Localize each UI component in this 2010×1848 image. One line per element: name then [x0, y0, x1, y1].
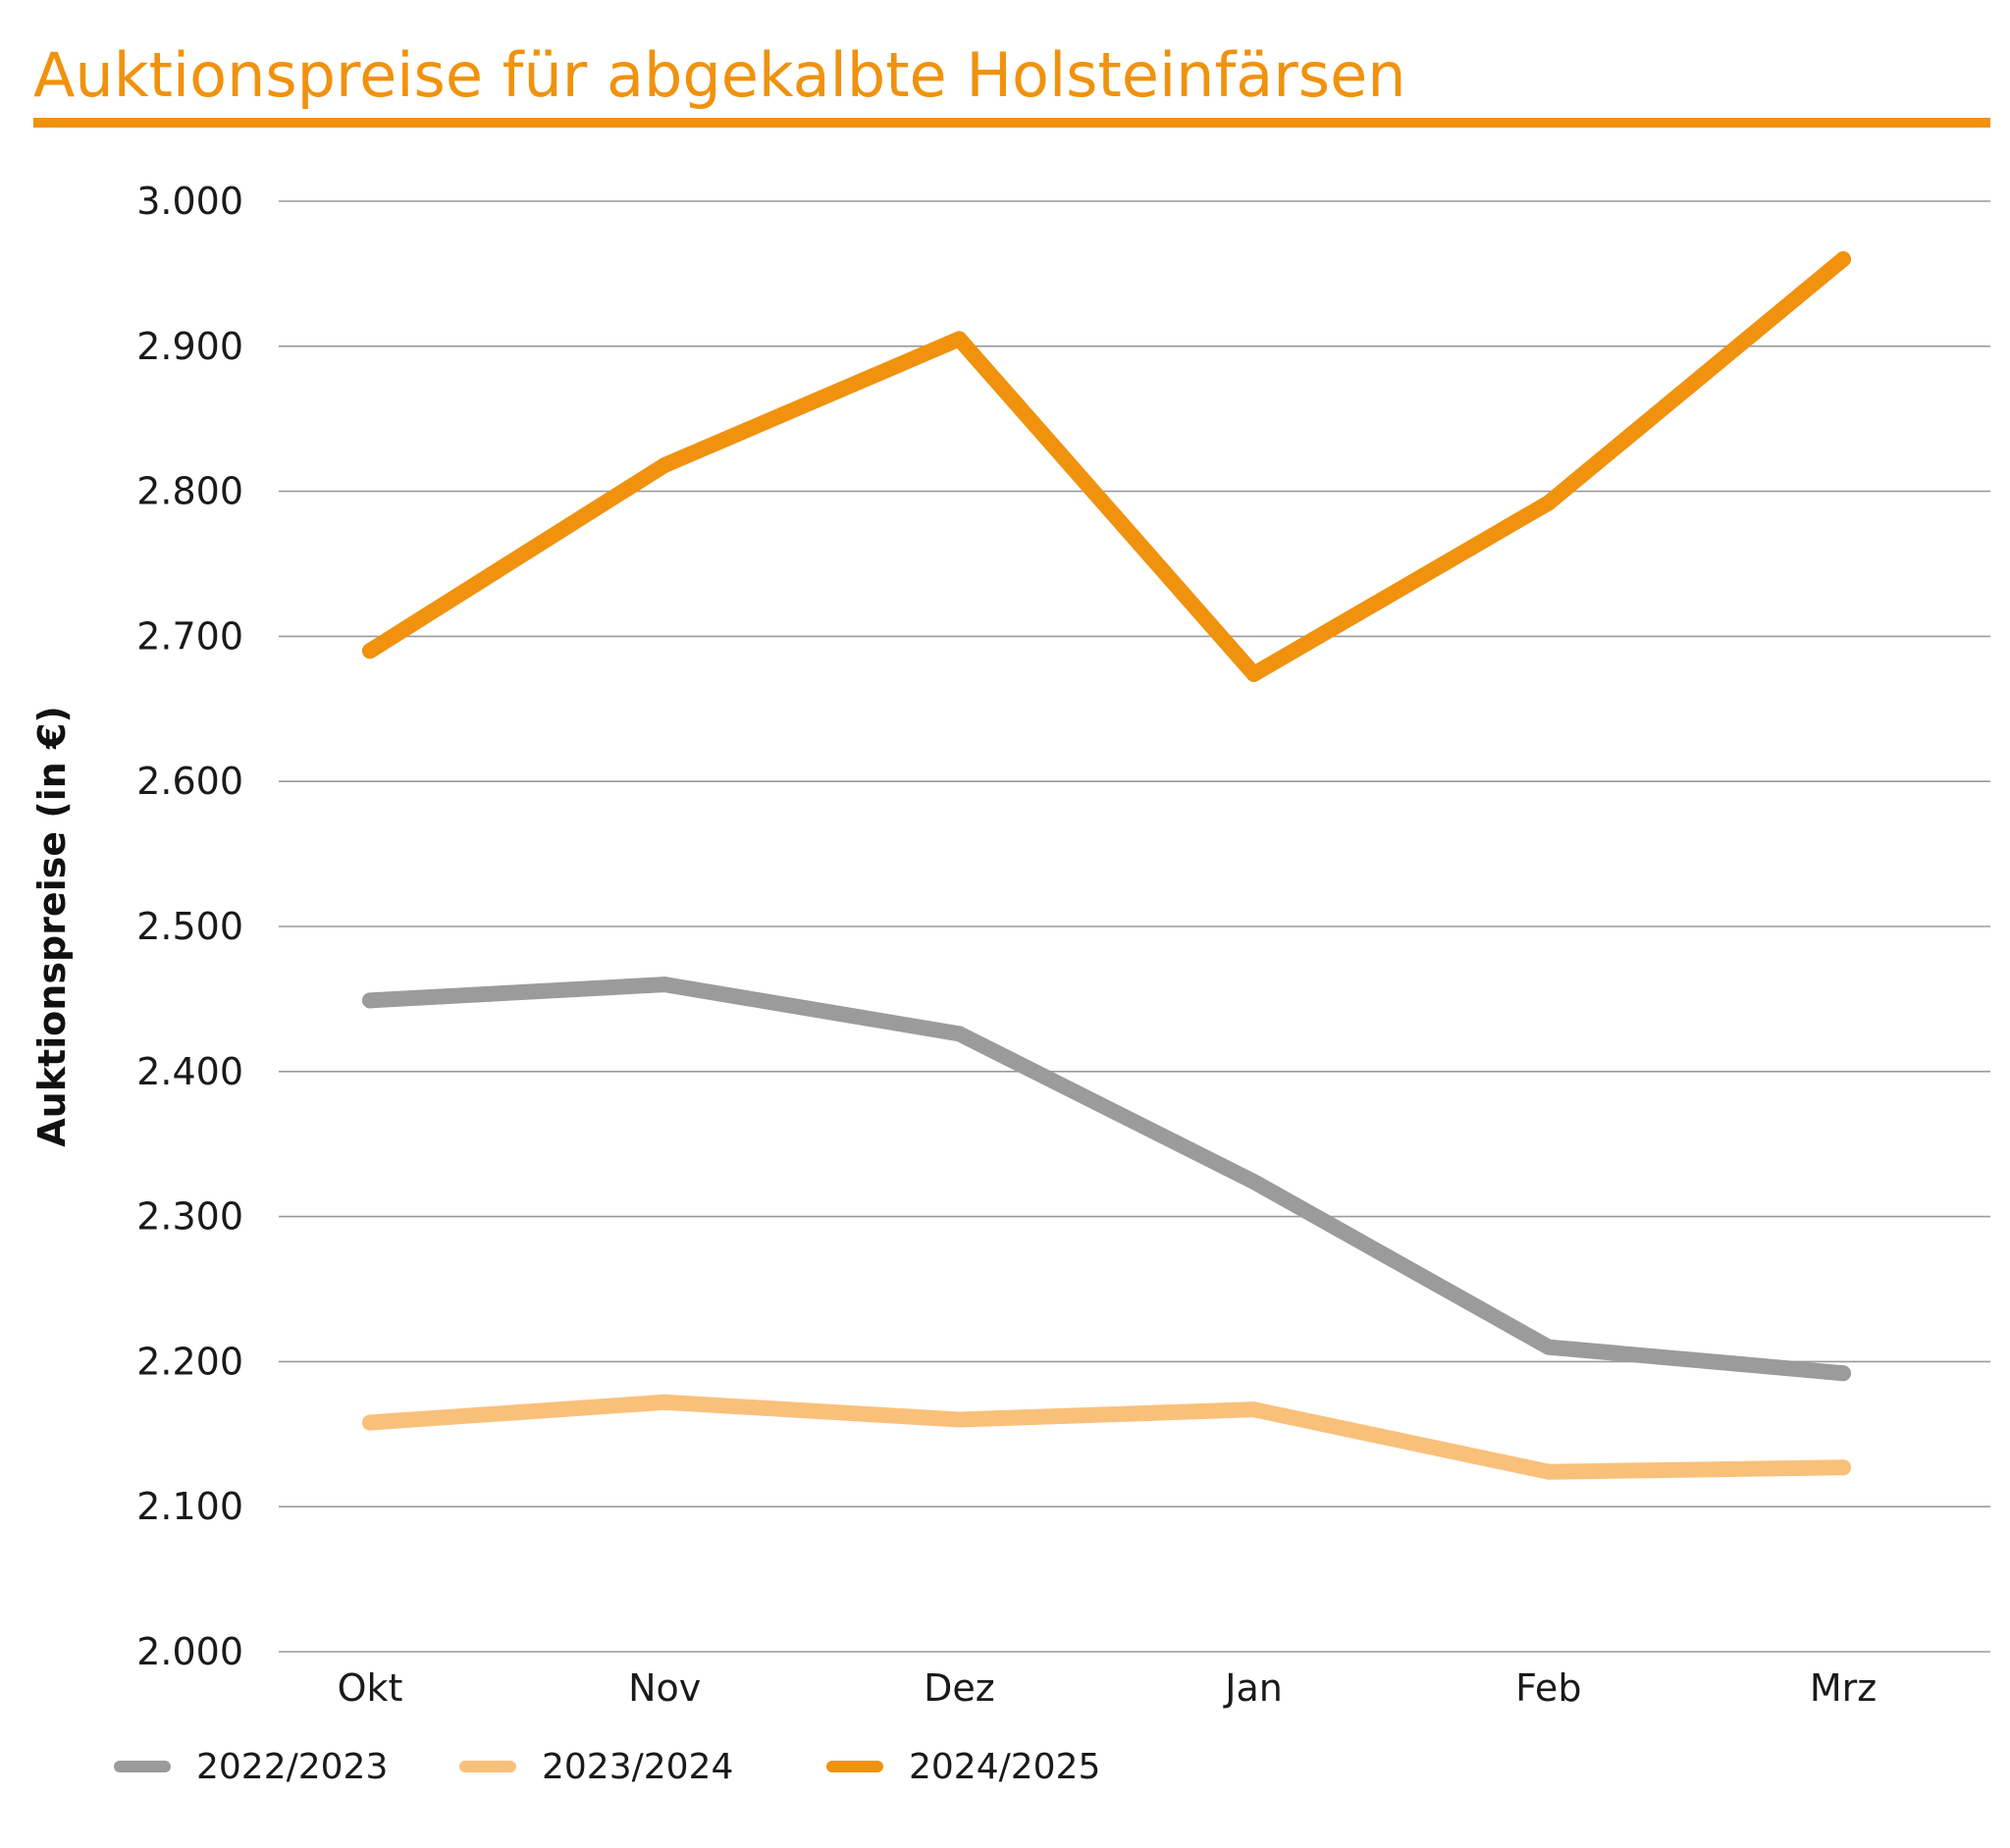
y-tick-label: 2.000 — [136, 1630, 243, 1673]
series-line-2022-2023 — [362, 977, 1851, 1382]
data-point — [657, 456, 673, 473]
legend-label: 2022/2023 — [196, 1747, 388, 1787]
chart-title: Auktionspreise für abgekalbte Holsteinfä… — [33, 39, 1406, 111]
y-axis-tick-labels: 2.000 2.100 2.200 2.300 2.400 2.500 2.600 2.700… — [136, 180, 243, 1673]
x-tick-label: Jan — [1223, 1666, 1283, 1710]
x-tick-label: Mrz — [1810, 1666, 1877, 1710]
data-point — [951, 1411, 968, 1428]
y-tick-label: 2.800 — [136, 470, 243, 513]
title-rule — [33, 118, 1990, 128]
data-point — [362, 992, 378, 1009]
x-axis-tick-labels: Okt Nov Dez Jan Feb Mrz — [338, 1666, 1878, 1710]
data-point — [1835, 251, 1851, 268]
data-point — [362, 643, 378, 660]
series-line-2024-2025 — [362, 251, 1851, 682]
x-tick-label: Nov — [628, 1666, 701, 1710]
legend-label: 2023/2024 — [542, 1747, 733, 1787]
data-point — [1540, 1463, 1557, 1480]
data-point — [951, 331, 968, 347]
data-point — [362, 1414, 378, 1431]
y-tick-label: 2.400 — [136, 1050, 243, 1093]
data-point — [1245, 665, 1262, 682]
data-point — [657, 1394, 673, 1410]
y-tick-label: 2.500 — [136, 905, 243, 948]
data-point — [1245, 1174, 1262, 1190]
y-tick-label: 2.600 — [136, 760, 243, 803]
data-point — [657, 977, 673, 993]
legend-label: 2024/2025 — [909, 1747, 1100, 1787]
y-tick-label: 2.100 — [136, 1485, 243, 1528]
y-tick-label: 2.300 — [136, 1195, 243, 1239]
x-tick-label: Feb — [1515, 1666, 1581, 1710]
data-point — [1835, 1365, 1851, 1382]
series-lines — [362, 251, 1851, 1480]
data-point — [951, 1026, 968, 1042]
data-point — [1540, 495, 1557, 511]
data-point — [1835, 1459, 1851, 1476]
data-point — [1540, 1339, 1557, 1355]
y-tick-label: 3.000 — [136, 180, 243, 223]
gridlines — [279, 200, 1990, 1653]
series-line-2023-2024 — [362, 1394, 1851, 1480]
y-tick-label: 2.700 — [136, 614, 243, 658]
y-tick-label: 2.200 — [136, 1340, 243, 1383]
y-axis-title: Auktionspreise (in €) — [30, 706, 74, 1147]
x-tick-label: Okt — [338, 1666, 403, 1710]
legend: 2022/2023 2023/2024 2024/2025 — [114, 1747, 1100, 1787]
y-tick-label: 2.900 — [136, 325, 243, 368]
data-point — [1245, 1401, 1262, 1418]
x-tick-label: Dez — [924, 1666, 995, 1710]
